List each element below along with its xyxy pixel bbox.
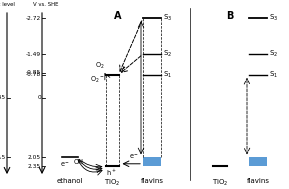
Text: -1.49: -1.49 [26,52,41,57]
Text: 2.35: 2.35 [28,164,41,169]
Text: S$_2$: S$_2$ [163,49,172,59]
Text: ethanol: ethanol [57,178,83,184]
Text: O$_2$: O$_2$ [95,60,105,71]
Text: h$^+$: h$^+$ [106,168,116,178]
Text: 0: 0 [37,95,41,100]
Text: S$_1$: S$_1$ [269,70,278,80]
Text: S$_2$: S$_2$ [269,49,278,59]
Text: -0.85: -0.85 [26,70,41,75]
Bar [143,157,161,166]
Text: B: B [226,11,234,21]
Text: 6.5: 6.5 [0,155,6,160]
Text: 4.45: 4.45 [0,95,6,100]
Text: flavins: flavins [140,178,164,184]
Bar [249,157,267,166]
Text: TiO$_2$: TiO$_2$ [104,178,120,188]
Text: V vs. SHE: V vs. SHE [33,2,59,7]
Text: 2.05: 2.05 [28,155,41,160]
Text: -0.78: -0.78 [26,72,41,77]
Text: O$_2$$^-$: O$_2$$^-$ [90,75,105,85]
Text: flavins: flavins [247,178,270,184]
Text: -2.72: -2.72 [26,16,41,21]
Text: e$^-$: e$^-$ [60,160,70,169]
Text: e$^-$: e$^-$ [129,152,140,161]
Text: OH: OH [74,159,84,165]
Text: TiO$_2$: TiO$_2$ [212,178,228,188]
Text: Vac level: Vac level [0,2,15,7]
Text: S$_1$: S$_1$ [163,70,172,80]
Text: S$_3$: S$_3$ [269,13,278,23]
Text: A: A [114,11,122,21]
Text: S$_3$: S$_3$ [163,13,172,23]
